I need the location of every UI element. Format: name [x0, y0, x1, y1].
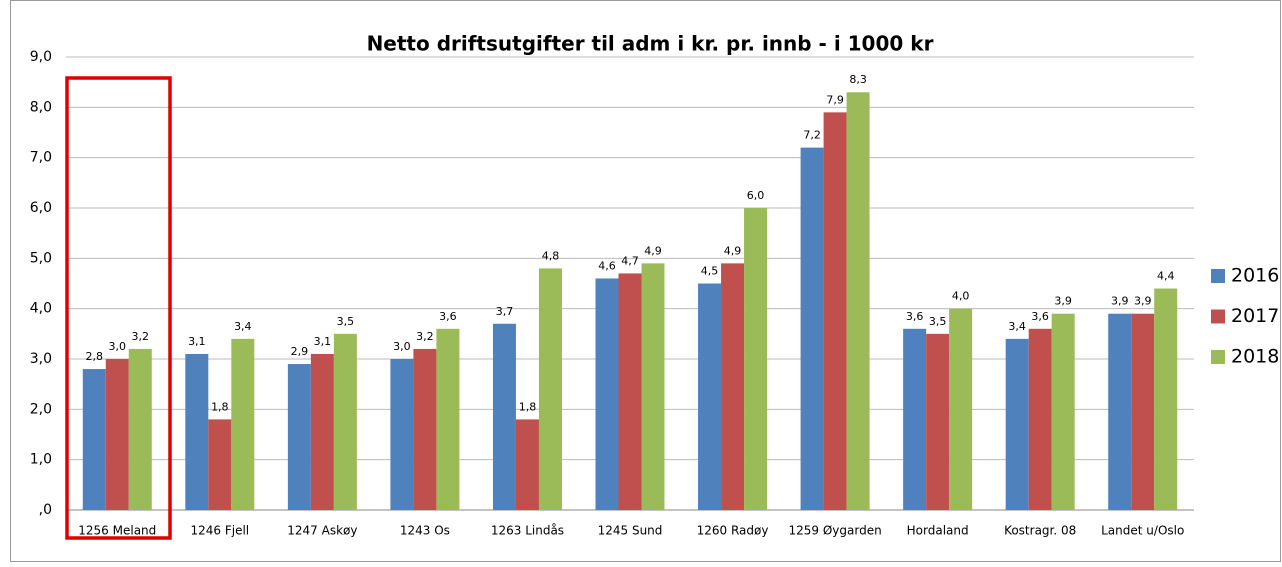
data-label: 3,5 — [337, 315, 355, 328]
data-label: 3,7 — [496, 305, 514, 318]
data-label: 4,9 — [644, 244, 662, 257]
bar — [1154, 288, 1178, 510]
data-label: 4,4 — [1157, 270, 1175, 283]
x-tick-label: Hordaland — [907, 524, 969, 538]
bar — [618, 273, 642, 510]
data-label: 3,9 — [1134, 295, 1152, 308]
data-label: 1,8 — [211, 400, 229, 413]
data-label: 3,6 — [439, 310, 457, 323]
data-label: 4,8 — [542, 249, 560, 262]
x-tick-label: 1245 Sund — [598, 524, 663, 538]
bar — [949, 308, 973, 510]
bar — [515, 419, 539, 510]
data-label: 4,6 — [598, 259, 616, 272]
x-tick-label: 1256 Meland — [78, 524, 156, 538]
bar — [82, 369, 106, 510]
highlight-box — [65, 76, 172, 540]
data-label: 8,3 — [849, 73, 867, 86]
x-tick-label: 1247 Askøy — [287, 524, 357, 538]
bar — [1051, 313, 1075, 510]
legend-swatch — [1211, 309, 1225, 324]
bar — [436, 328, 460, 510]
x-tick-label: 1260 Radøy — [697, 524, 769, 538]
bar — [800, 147, 824, 510]
data-label: 4,5 — [701, 265, 719, 278]
data-label: 3,2 — [416, 330, 434, 343]
bar — [1108, 313, 1132, 510]
bar — [333, 333, 357, 510]
bar — [1131, 313, 1155, 510]
x-tick-label: Kostragr. 08 — [1004, 524, 1076, 538]
bar — [310, 353, 334, 510]
legend-label: 2017 — [1231, 305, 1279, 327]
bar — [641, 263, 665, 510]
y-tick-label: 2,0 — [30, 401, 52, 417]
y-tick-label: 8,0 — [30, 99, 52, 115]
data-label: 3,9 — [1111, 295, 1129, 308]
y-tick-label: 1,0 — [30, 452, 52, 468]
data-label: 7,9 — [826, 93, 844, 106]
data-label: 3,6 — [1031, 310, 1049, 323]
y-tick-label: 9,0 — [30, 49, 52, 65]
y-tick-label: 6,0 — [30, 200, 52, 216]
data-label: 3,1 — [188, 335, 206, 348]
bar — [128, 348, 152, 510]
data-label: 1,8 — [519, 400, 537, 413]
y-tick-label: 7,0 — [30, 150, 52, 166]
y-tick-label: ,0 — [39, 502, 52, 518]
bar — [926, 333, 950, 510]
bar — [846, 92, 870, 510]
legend-label: 2016 — [1231, 265, 1279, 287]
data-label: 7,2 — [803, 129, 821, 142]
data-label: 3,4 — [234, 320, 252, 333]
bar — [595, 278, 619, 510]
bar — [538, 268, 562, 510]
x-tick-label: 1243 Os — [400, 524, 450, 538]
bar — [105, 359, 129, 510]
y-tick-label: 3,0 — [30, 351, 52, 367]
bar — [1028, 328, 1052, 510]
bar — [287, 364, 311, 510]
data-label: 2,8 — [86, 350, 104, 363]
bar — [903, 328, 927, 510]
data-label: 3,1 — [314, 335, 332, 348]
x-tick-label: 1259 Øygarden — [788, 524, 881, 538]
y-tick-label: 5,0 — [30, 250, 52, 266]
legend-swatch — [1211, 269, 1225, 283]
legend-swatch — [1211, 350, 1225, 364]
data-label: 2,9 — [291, 345, 309, 358]
bar — [231, 338, 255, 510]
bar — [413, 348, 437, 510]
data-label: 3,0 — [109, 340, 127, 353]
bar — [492, 323, 516, 510]
data-label: 6,0 — [747, 189, 765, 202]
legend-label: 2018 — [1231, 346, 1279, 368]
bar — [390, 359, 414, 510]
data-label: 3,9 — [1054, 295, 1072, 308]
data-label: 3,6 — [906, 310, 924, 323]
chart-title: Netto driftsutgifter til adm i kr. pr. i… — [367, 32, 934, 56]
plot-area: ,0 1,0 2,0 3,0 4,0 5,0 6,0 7,0 8,0 9,0 1256 Meland… — [30, 49, 1280, 538]
bar — [185, 353, 209, 510]
y-tick-label: 4,0 — [30, 301, 52, 317]
data-label: 3,4 — [1008, 320, 1026, 333]
bar — [721, 263, 745, 510]
data-label: 3,5 — [929, 315, 947, 328]
bar — [208, 419, 232, 510]
bar — [698, 283, 722, 510]
data-label: 3,2 — [132, 330, 150, 343]
bar — [1005, 338, 1029, 510]
data-label: 4,9 — [724, 244, 742, 257]
x-tick-label: Landet u/Oslo — [1101, 524, 1184, 538]
x-tick-label: 1263 Lindås — [491, 524, 564, 538]
x-tick-label: 1246 Fjell — [190, 524, 249, 538]
data-label: 4,7 — [621, 254, 639, 267]
bar — [823, 112, 847, 510]
bar — [744, 208, 768, 510]
data-label: 3,0 — [393, 340, 411, 353]
data-label: 4,0 — [952, 290, 970, 303]
